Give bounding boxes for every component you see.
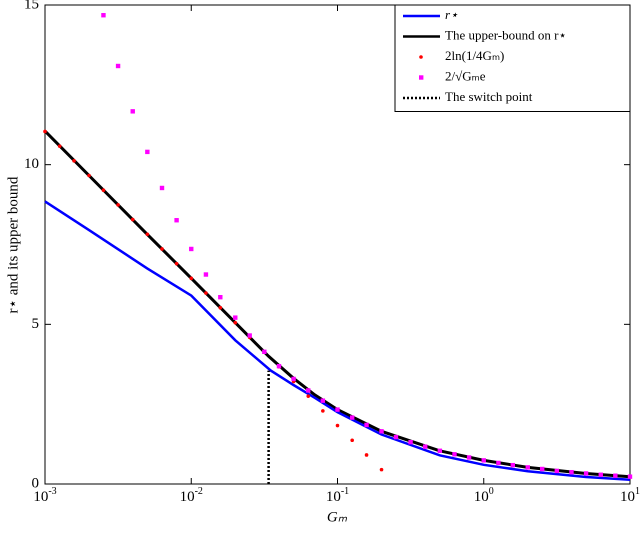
point xyxy=(87,173,91,178)
point xyxy=(276,363,282,369)
legend-box xyxy=(394,4,631,112)
point xyxy=(72,159,76,163)
point xyxy=(306,394,311,398)
y-tick-label: 0 xyxy=(32,475,40,491)
legend-label: The upper-bound on r⋆ xyxy=(445,27,567,42)
point xyxy=(466,455,472,460)
point xyxy=(379,429,384,434)
point xyxy=(583,471,589,476)
point xyxy=(525,465,530,470)
point xyxy=(174,261,179,266)
point xyxy=(130,109,135,114)
point xyxy=(423,444,428,449)
x-tick-label: 101 xyxy=(620,486,640,505)
point xyxy=(262,349,267,354)
point xyxy=(233,315,238,320)
legend-swatch xyxy=(419,55,423,59)
point xyxy=(101,188,106,193)
y-tick-label: 10 xyxy=(24,156,39,172)
point xyxy=(321,409,325,413)
legend-swatch xyxy=(419,75,424,80)
point xyxy=(349,415,355,420)
point xyxy=(598,472,603,477)
point xyxy=(569,469,574,475)
point xyxy=(335,407,340,412)
y-tick-label: 15 xyxy=(24,0,39,12)
x-axis-label: Gₘ xyxy=(327,509,348,525)
point xyxy=(159,185,165,191)
point xyxy=(116,203,120,207)
x-tick-label: 100 xyxy=(474,486,494,505)
point xyxy=(247,333,252,338)
point xyxy=(203,272,209,277)
point xyxy=(496,460,501,466)
point xyxy=(218,305,223,310)
legend: r⋆ The upper-bound on r⋆ 2ln(1/4Gₘ) 2/√Gₘe T… xyxy=(394,4,631,112)
legend-label: r⋆ xyxy=(445,7,458,22)
point xyxy=(189,276,194,281)
legend-label: The switch point xyxy=(445,89,533,104)
point xyxy=(101,13,106,18)
point xyxy=(233,320,238,325)
point xyxy=(350,438,354,443)
point xyxy=(57,144,62,148)
point xyxy=(130,217,135,222)
point xyxy=(437,448,443,453)
point xyxy=(393,434,399,440)
point xyxy=(335,423,340,428)
point xyxy=(218,294,223,300)
point xyxy=(160,247,164,251)
point xyxy=(43,129,47,134)
point xyxy=(204,291,208,295)
y-axis-label: r⋆ and its upper bound xyxy=(5,176,21,313)
point xyxy=(364,453,369,457)
point xyxy=(408,439,413,445)
point xyxy=(145,149,150,155)
point xyxy=(379,467,384,472)
point xyxy=(554,468,560,474)
point xyxy=(306,388,311,393)
x-tick-label: 10-3 xyxy=(33,486,56,505)
point xyxy=(452,452,457,457)
point xyxy=(540,466,545,472)
point xyxy=(115,63,121,69)
point xyxy=(174,218,179,223)
point xyxy=(320,398,326,403)
x-tick-label: 10-1 xyxy=(326,486,349,505)
point xyxy=(481,458,486,463)
point xyxy=(145,232,150,237)
x-tick-label: 10-2 xyxy=(180,486,203,505)
y-tick-label: 5 xyxy=(32,316,40,332)
legend-label: 2/√Gₘe xyxy=(445,68,486,83)
point xyxy=(613,473,618,478)
point xyxy=(364,422,369,428)
legend-label: 2ln(1/4Gₘ) xyxy=(445,48,504,63)
point xyxy=(627,474,633,479)
point xyxy=(189,246,194,252)
point xyxy=(510,462,516,468)
series-line xyxy=(44,200,631,482)
point xyxy=(291,376,296,382)
